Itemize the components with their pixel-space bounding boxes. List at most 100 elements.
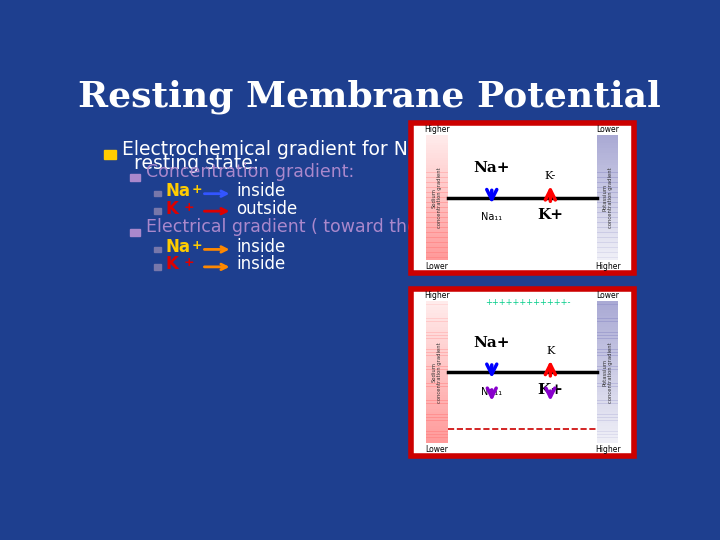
Bar bbox=[597, 338, 618, 341]
Bar bbox=[426, 363, 448, 367]
Bar bbox=[597, 212, 618, 215]
Bar bbox=[597, 367, 618, 370]
Bar bbox=[426, 437, 448, 440]
Text: inside: inside bbox=[236, 238, 285, 256]
Text: Potassium
concentration gradient: Potassium concentration gradient bbox=[603, 342, 613, 403]
Text: Electrical gradient ( toward the negative charge): Electrical gradient ( toward the negativ… bbox=[145, 218, 572, 237]
Bar bbox=[154, 247, 161, 252]
Bar bbox=[597, 155, 618, 158]
Bar bbox=[597, 347, 618, 350]
Bar bbox=[597, 147, 618, 151]
Bar bbox=[426, 158, 448, 160]
Bar bbox=[597, 175, 618, 178]
Bar bbox=[597, 315, 618, 319]
Bar bbox=[154, 191, 161, 197]
Bar bbox=[426, 409, 448, 412]
Bar bbox=[597, 361, 618, 364]
Bar bbox=[597, 227, 618, 230]
Bar bbox=[597, 395, 618, 398]
Bar bbox=[597, 392, 618, 395]
Text: ++++++++++++-: ++++++++++++- bbox=[485, 299, 571, 307]
Bar bbox=[426, 232, 448, 235]
Bar bbox=[597, 397, 618, 401]
Bar bbox=[597, 195, 618, 198]
Bar bbox=[426, 417, 448, 421]
Bar bbox=[426, 250, 448, 253]
Text: Higher: Higher bbox=[424, 292, 450, 300]
Bar bbox=[597, 409, 618, 412]
Bar bbox=[597, 324, 618, 327]
Bar bbox=[597, 178, 618, 180]
Bar bbox=[426, 175, 448, 178]
Bar bbox=[130, 229, 140, 236]
Bar bbox=[426, 319, 448, 322]
Text: Sodium
concentration gradient: Sodium concentration gradient bbox=[432, 167, 443, 228]
Bar bbox=[597, 372, 618, 375]
Bar bbox=[597, 247, 618, 250]
Bar bbox=[411, 289, 634, 456]
Text: Lower: Lower bbox=[426, 444, 449, 454]
Bar bbox=[597, 252, 618, 255]
Bar bbox=[426, 220, 448, 223]
Bar bbox=[597, 240, 618, 243]
Bar bbox=[426, 135, 448, 138]
Bar bbox=[597, 417, 618, 421]
Bar bbox=[426, 147, 448, 151]
Bar bbox=[426, 341, 448, 344]
Text: Lower: Lower bbox=[596, 292, 619, 300]
Text: Lower: Lower bbox=[426, 261, 449, 271]
Bar bbox=[597, 400, 618, 403]
Bar bbox=[597, 333, 618, 336]
Bar bbox=[426, 212, 448, 215]
Bar bbox=[597, 255, 618, 258]
Bar bbox=[415, 126, 629, 269]
Bar bbox=[597, 170, 618, 173]
Bar bbox=[426, 145, 448, 148]
Text: inside: inside bbox=[236, 182, 285, 200]
Bar bbox=[597, 138, 618, 140]
Bar bbox=[597, 198, 618, 200]
Bar bbox=[426, 187, 448, 191]
Text: Electrochemical gradient for Na+, K+ in: Electrochemical gradient for Na+, K+ in bbox=[122, 140, 498, 159]
Bar bbox=[597, 369, 618, 373]
Bar bbox=[154, 208, 161, 214]
Text: K: K bbox=[166, 200, 179, 218]
Bar bbox=[426, 344, 448, 347]
Bar bbox=[426, 190, 448, 193]
Bar bbox=[597, 431, 618, 435]
Bar bbox=[597, 230, 618, 233]
Bar bbox=[426, 185, 448, 188]
Bar bbox=[426, 321, 448, 325]
Bar bbox=[426, 440, 448, 443]
Bar bbox=[597, 167, 618, 171]
Text: +: + bbox=[183, 256, 194, 269]
Bar bbox=[426, 395, 448, 398]
Bar bbox=[597, 135, 618, 138]
Bar bbox=[597, 215, 618, 218]
Bar bbox=[597, 434, 618, 437]
Bar bbox=[426, 333, 448, 336]
Bar bbox=[597, 143, 618, 145]
Bar bbox=[597, 242, 618, 245]
Bar bbox=[597, 423, 618, 426]
Bar bbox=[597, 358, 618, 361]
Bar bbox=[426, 138, 448, 140]
Bar bbox=[426, 178, 448, 180]
Text: Sodium
concentration gradient: Sodium concentration gradient bbox=[432, 342, 443, 403]
Text: Higher: Higher bbox=[424, 125, 450, 134]
Bar bbox=[597, 321, 618, 325]
Bar bbox=[597, 172, 618, 176]
Bar bbox=[426, 205, 448, 208]
Bar bbox=[597, 440, 618, 443]
Bar bbox=[426, 434, 448, 437]
Bar bbox=[597, 363, 618, 367]
Bar bbox=[426, 355, 448, 359]
Bar bbox=[426, 310, 448, 313]
Bar bbox=[426, 195, 448, 198]
Bar bbox=[597, 437, 618, 440]
Bar bbox=[426, 167, 448, 171]
Text: Higher: Higher bbox=[595, 444, 621, 454]
Bar bbox=[426, 420, 448, 423]
Text: +: + bbox=[183, 200, 194, 213]
Bar bbox=[426, 406, 448, 409]
